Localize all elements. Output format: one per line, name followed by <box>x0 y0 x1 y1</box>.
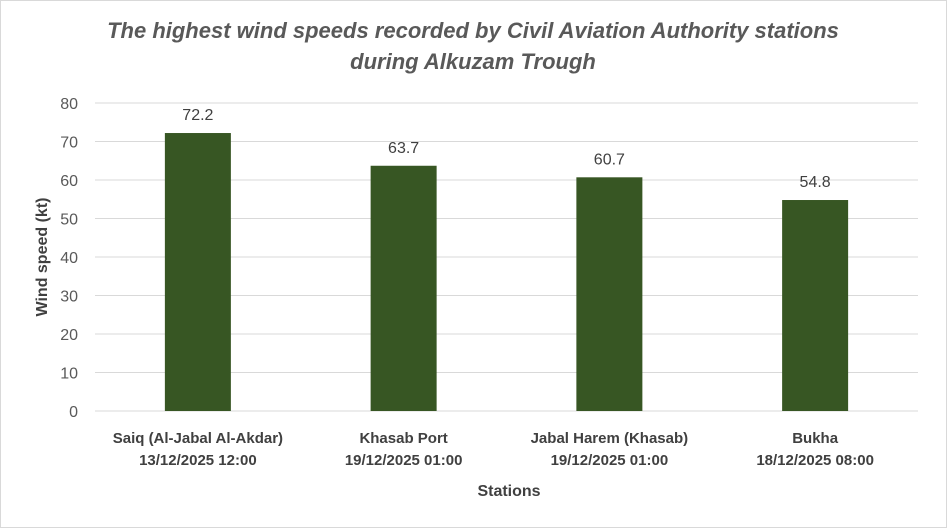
bar <box>576 177 643 411</box>
chart-title-line: during Alkuzam Trough <box>350 49 596 74</box>
bar <box>164 133 231 411</box>
y-tick-label: 60 <box>60 173 78 190</box>
y-tick-label: 0 <box>69 404 78 421</box>
x-category-label: 18/12/2025 08:00 <box>756 452 874 469</box>
y-tick-label: 20 <box>60 327 78 344</box>
x-category-label: 13/12/2025 12:00 <box>139 452 257 469</box>
data-label: 60.7 <box>594 151 625 168</box>
y-tick-label: 70 <box>60 135 78 152</box>
data-label: 72.2 <box>182 107 213 124</box>
data-label: 63.7 <box>388 140 419 157</box>
bar <box>782 200 849 411</box>
chart-title: The highest wind speeds recorded by Civi… <box>107 18 839 74</box>
x-category-label: 19/12/2025 01:00 <box>551 452 669 469</box>
x-category-label: Khasab Port <box>359 430 447 447</box>
y-tick-label: 50 <box>60 212 78 229</box>
y-tick-label: 30 <box>60 289 78 306</box>
y-tick-label: 80 <box>60 96 78 113</box>
bar <box>370 165 437 411</box>
x-category-label: Bukha <box>792 430 839 447</box>
y-tick-label: 40 <box>60 250 78 267</box>
y-axis-ticks: 0 10 20 30 40 50 60 70 80 <box>60 96 78 421</box>
x-axis-categories: Saiq (Al-Jabal Al-Akdar) 13/12/2025 12:00… <box>113 430 874 469</box>
y-axis-title: Wind speed (kt) <box>34 198 51 317</box>
x-category-label: 19/12/2025 01:00 <box>345 452 463 469</box>
bars <box>164 133 849 411</box>
x-category-label: Jabal Harem (Khasab) <box>531 430 689 447</box>
x-axis-title: Stations <box>477 483 540 500</box>
chart-title-line: The highest wind speeds recorded by Civi… <box>107 18 839 43</box>
gridlines <box>95 102 918 412</box>
data-label: 54.8 <box>800 174 831 191</box>
y-tick-label: 10 <box>60 366 78 383</box>
data-labels: 72.2 63.7 60.7 54.8 <box>182 107 830 191</box>
x-category-label: Saiq (Al-Jabal Al-Akdar) <box>113 430 283 447</box>
